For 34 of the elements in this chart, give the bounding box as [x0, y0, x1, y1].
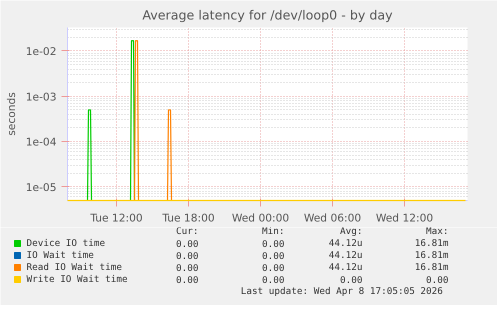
x-tick-label: Wed 00:00 [232, 212, 290, 224]
text: 0.00 [262, 251, 285, 262]
y-tick-label: 1e-05 [26, 180, 57, 194]
text: Max: [426, 226, 449, 237]
text: 16.81m [414, 262, 449, 273]
text: Avg: [340, 226, 363, 237]
text: 0.00 [340, 275, 363, 286]
legend-label: IO Wait time [26, 250, 94, 261]
text: Last update: Wed Apr 8 17:05:05 2026 [240, 286, 444, 297]
text: 0.00 [426, 275, 449, 286]
text: 0.00 [176, 263, 199, 274]
text: 44.12u [328, 250, 363, 261]
y-tick-label: 1e-02 [26, 44, 57, 58]
y-tick-label: 1e-04 [26, 136, 57, 149]
text: 0.00 [176, 251, 199, 262]
text: 44.12u [328, 262, 363, 273]
chart-title: Average latency for /dev/loop0 - by day [142, 8, 394, 22]
text: 16.81m [414, 238, 449, 249]
text: 0.00 [176, 239, 199, 250]
y-tick-label: 1e-03 [26, 90, 57, 104]
text: 0.00 [262, 263, 285, 274]
y-axis-title: seconds [4, 92, 18, 136]
text: 44.12u [328, 238, 363, 249]
text: 0.00 [176, 275, 199, 286]
x-tick-label: Wed 06:00 [304, 212, 362, 224]
legend-label: Device IO time [26, 238, 106, 249]
x-tick-label: Wed 12:00 [376, 212, 434, 224]
x-tick-label: Tue 12:00 [89, 212, 143, 224]
text: 0.00 [262, 275, 285, 286]
x-tick-label: Tue 18:00 [161, 212, 215, 224]
text: 0.00 [262, 239, 285, 250]
legend-label: Write IO Wait time [26, 274, 128, 285]
legend-label: Read IO Wait time [26, 262, 122, 273]
text: 16.81m [414, 250, 449, 261]
